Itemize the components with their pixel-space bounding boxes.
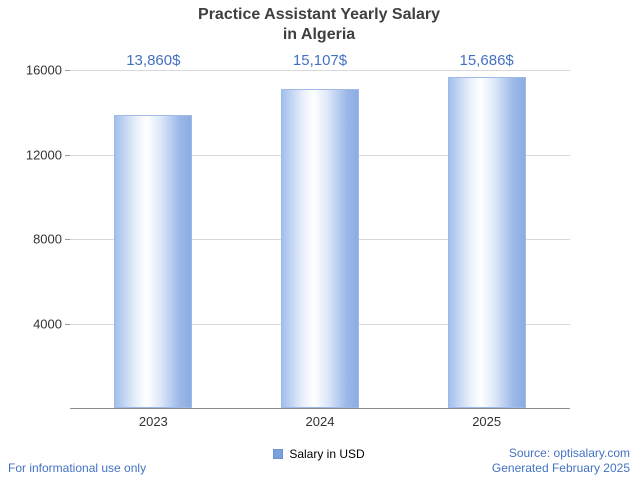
- source-text: Source: optisalary.com: [508, 446, 630, 460]
- y-tick-label: 4000: [33, 316, 62, 331]
- y-axis-tick: [65, 239, 70, 240]
- x-tick-label: 2025: [472, 414, 502, 429]
- y-axis-labels: 4000 8000 12000 16000: [0, 63, 62, 408]
- y-axis-tick: [65, 323, 70, 325]
- y-axis-tick: [65, 70, 70, 71]
- gridline: [70, 70, 570, 71]
- legend-label: Salary in USD: [289, 447, 365, 461]
- bar-2025: [447, 76, 526, 408]
- chart-title-line2: in Algeria: [282, 26, 356, 43]
- chart-title: Practice Assistant Yearly Salary in Alge…: [0, 5, 638, 45]
- chart-title-line1: Practice Assistant Yearly Salary: [198, 6, 440, 23]
- footer-source: Source: optisalary.com Generated Februar…: [492, 446, 630, 476]
- bar-2024: [281, 88, 359, 408]
- generated-text: Generated February 2025: [491, 461, 630, 475]
- x-tick-label: 2024: [305, 414, 335, 429]
- bar-value-labels: 13,860$ 15,107$ 15,686$: [70, 52, 570, 72]
- x-axis-labels: 2023 2024 2025: [70, 414, 570, 432]
- y-axis-tick: [65, 154, 70, 156]
- legend-swatch: [273, 449, 284, 459]
- bar-value-label: 15,686$: [459, 52, 514, 69]
- y-tick-label: 8000: [33, 231, 62, 247]
- y-tick-label: 12000: [25, 147, 62, 162]
- x-tick-label: 2023: [138, 414, 168, 429]
- bar-2023: [114, 115, 193, 408]
- legend: Salary in USD: [0, 447, 638, 461]
- y-tick-label: 16000: [25, 62, 62, 78]
- footer-note: For informational use only: [8, 461, 147, 475]
- bar-value-label: 13,860$: [126, 52, 181, 69]
- plot-area: [65, 70, 570, 409]
- bar-value-label: 15,107$: [292, 52, 348, 69]
